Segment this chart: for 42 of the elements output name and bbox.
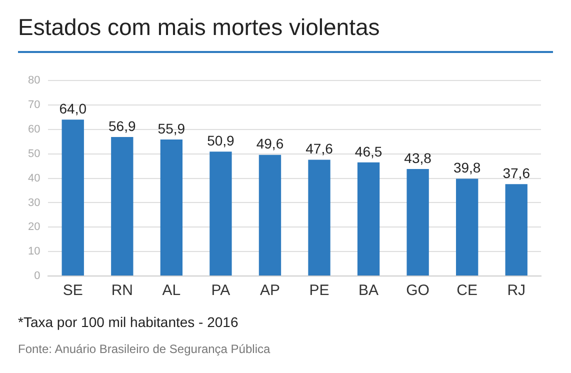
- x-tick-label: PE: [309, 282, 330, 300]
- data-label: 55,9: [158, 120, 186, 136]
- x-tick-label: AL: [162, 282, 181, 300]
- bar: [308, 160, 330, 276]
- bar: [111, 137, 134, 276]
- x-tick-label: SE: [62, 282, 83, 300]
- x-tick-label: RN: [111, 282, 133, 300]
- x-tick-label: GO: [406, 282, 430, 300]
- bar: [62, 120, 84, 276]
- y-tick-label: 60: [28, 123, 40, 136]
- bar: [210, 152, 232, 276]
- data-label: 56,9: [108, 118, 136, 134]
- y-tick-label: 20: [28, 221, 40, 234]
- y-tick-label: 10: [28, 246, 40, 258]
- source-note: Fonte: Anuário Brasileiro de Segurança Pública: [18, 342, 270, 356]
- data-label: 64,0: [59, 100, 87, 117]
- data-label: 43,8: [404, 150, 432, 166]
- data-label: 46,5: [354, 143, 382, 160]
- data-label: 37,6: [502, 165, 530, 182]
- chart-title: Estados com mais mortes violentas: [18, 14, 380, 41]
- x-tick-label: RJ: [507, 282, 526, 300]
- bar: [505, 184, 528, 276]
- y-tick-label: 70: [28, 99, 40, 112]
- bar: [258, 154, 282, 276]
- data-label: 47,6: [306, 140, 334, 157]
- x-tick-label: PA: [211, 282, 230, 300]
- x-tick-label: CE: [456, 282, 478, 300]
- y-tick-label: 0: [34, 270, 40, 282]
- bar: [160, 139, 183, 276]
- y-tick-label: 30: [28, 196, 40, 209]
- x-tick-label: AP: [260, 282, 280, 300]
- y-tick-label: 50: [28, 148, 40, 160]
- y-tick-label: 40: [28, 172, 40, 184]
- bar: [357, 162, 380, 276]
- bar: [406, 169, 429, 276]
- data-label: 39,8: [453, 160, 481, 176]
- x-tick-label: BA: [358, 282, 379, 300]
- text: *Taxa por 100 mil habitantes - 2016: [18, 314, 238, 330]
- bar: [456, 178, 478, 276]
- data-label: 49,6: [256, 136, 284, 152]
- data-label: 50,9: [207, 132, 235, 149]
- y-tick-label: 80: [28, 74, 40, 87]
